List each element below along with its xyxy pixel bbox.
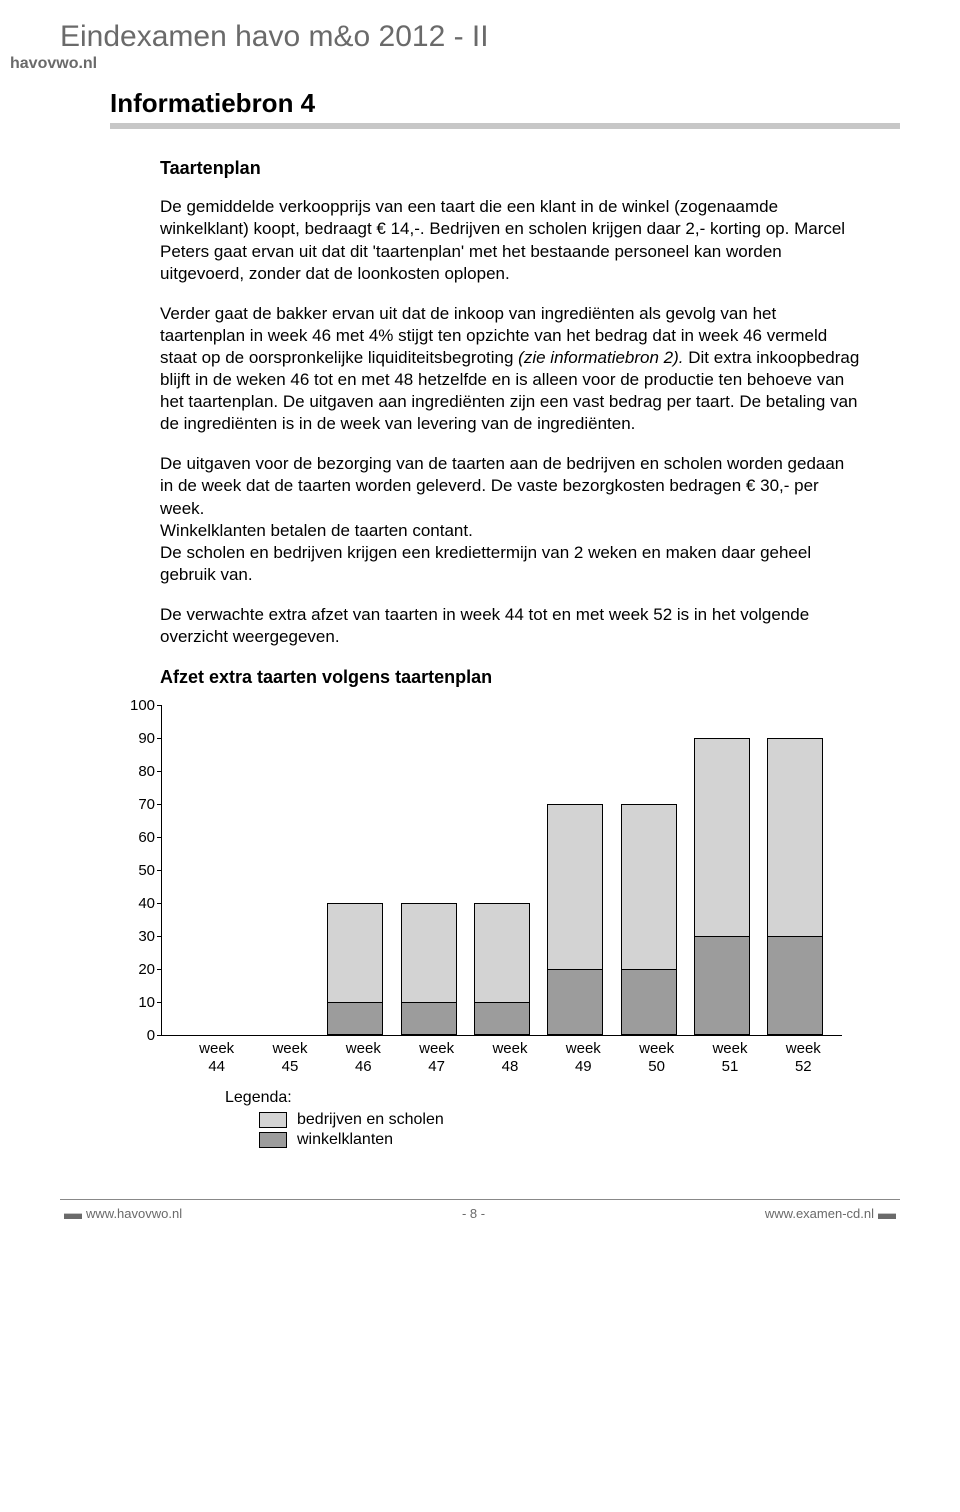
bar-segment-winkelklanten xyxy=(474,1002,530,1035)
footer: ▬ www.havovwo.nl - 8 - www.examen-cd.nl … xyxy=(60,1199,900,1221)
legend-swatch xyxy=(259,1112,287,1128)
x-axis-label: week48 xyxy=(482,1036,538,1075)
paragraph-3: De uitgaven voor de bezorging van de taa… xyxy=(160,453,860,586)
x-axis-label: week52 xyxy=(775,1036,831,1075)
legend: Legenda: bedrijven en scholen winkelklant… xyxy=(225,1089,890,1149)
legend-rows: bedrijven en scholen winkelklanten xyxy=(225,1111,890,1149)
y-tickmark xyxy=(157,1002,162,1003)
footer-right: www.examen-cd.nl ▬ xyxy=(765,1206,900,1221)
legend-item: bedrijven en scholen xyxy=(259,1111,890,1129)
bars-group xyxy=(162,705,842,1035)
x-axis-label: week44 xyxy=(189,1036,245,1075)
y-tickmark xyxy=(157,738,162,739)
content-body: Taartenplan De gemiddelde verkoopprijs v… xyxy=(160,157,860,689)
bar-segment-winkelklanten xyxy=(621,969,677,1035)
legend-label: bedrijven en scholen xyxy=(297,1111,444,1129)
x-axis-label: week46 xyxy=(335,1036,391,1075)
x-axis-label: week47 xyxy=(409,1036,465,1075)
exam-title: Eindexamen havo m&o 2012 - II xyxy=(60,20,900,54)
y-tickmark xyxy=(157,804,162,805)
y-tickmark xyxy=(157,705,162,706)
legend-title: Legenda: xyxy=(225,1089,890,1107)
y-tickmark xyxy=(157,771,162,772)
bar-segment-winkelklanten xyxy=(547,969,603,1035)
heading-rule xyxy=(110,123,900,129)
section-heading: Informatiebron 4 xyxy=(110,88,900,119)
chart-title: Afzet extra taarten volgens taartenplan xyxy=(160,666,860,689)
footer-left-text: www.havovwo.nl xyxy=(86,1206,182,1221)
legend-swatch xyxy=(259,1132,287,1148)
chart-area: 1009080706050403020100 xyxy=(130,705,890,1036)
bar xyxy=(547,804,603,1035)
y-tickmark xyxy=(157,969,162,970)
y-tickmark xyxy=(157,936,162,937)
bar-segment-bedrijven-scholen xyxy=(474,903,530,1002)
legend-label: winkelklanten xyxy=(297,1131,393,1149)
chart-container: 1009080706050403020100 week44week45week4… xyxy=(130,705,890,1149)
bar xyxy=(767,738,823,1035)
bar xyxy=(401,903,457,1035)
paragraph-4: De verwachte extra afzet van taarten in … xyxy=(160,604,860,648)
bar-segment-bedrijven-scholen xyxy=(767,738,823,936)
footer-center: - 8 - xyxy=(462,1206,485,1221)
site-tag: havovwo.nl xyxy=(10,55,900,73)
y-tickmark xyxy=(157,837,162,838)
bar-segment-winkelklanten xyxy=(401,1002,457,1035)
bar xyxy=(694,738,750,1035)
plot-area xyxy=(161,705,842,1036)
x-axis-label: week51 xyxy=(702,1036,758,1075)
bar xyxy=(621,804,677,1035)
bar-segment-bedrijven-scholen xyxy=(694,738,750,936)
x-axis-label: week50 xyxy=(629,1036,685,1075)
bar-segment-bedrijven-scholen xyxy=(401,903,457,1002)
footer-left: ▬ www.havovwo.nl xyxy=(60,1206,182,1221)
footer-right-text: www.examen-cd.nl xyxy=(765,1206,874,1221)
bar-segment-bedrijven-scholen xyxy=(327,903,383,1002)
y-tickmark xyxy=(157,903,162,904)
page: Eindexamen havo m&o 2012 - II havovwo.nl… xyxy=(0,0,960,1246)
x-axis-label: week49 xyxy=(555,1036,611,1075)
bar xyxy=(474,903,530,1035)
paragraph-2: Verder gaat de bakker ervan uit dat de i… xyxy=(160,303,860,436)
subheading-taartenplan: Taartenplan xyxy=(160,157,860,180)
paragraph-1: De gemiddelde verkoopprijs van een taart… xyxy=(160,196,860,284)
x-axis-labels: week44 week45 week46 week47 week48 week49 week… xyxy=(170,1036,850,1075)
y-tickmark xyxy=(157,1035,162,1036)
bar-segment-bedrijven-scholen xyxy=(621,804,677,969)
y-tickmark xyxy=(157,870,162,871)
bar-segment-winkelklanten xyxy=(327,1002,383,1035)
bar xyxy=(327,903,383,1035)
x-axis-label: week45 xyxy=(262,1036,318,1075)
bar-segment-winkelklanten xyxy=(767,936,823,1035)
bar-segment-bedrijven-scholen xyxy=(547,804,603,969)
legend-item: winkelklanten xyxy=(259,1131,890,1149)
bar-segment-winkelklanten xyxy=(694,936,750,1035)
paragraph-2b-italic: (zie informatiebron 2). xyxy=(518,348,683,367)
